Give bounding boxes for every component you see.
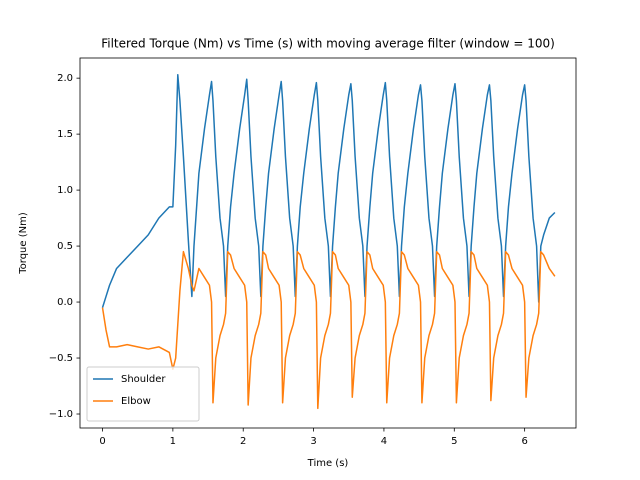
x-tick-label: 2 [240, 436, 246, 447]
x-tick-label: 6 [521, 436, 527, 447]
series-line [101, 250, 556, 410]
x-tick-label: 1 [170, 436, 176, 447]
y-tick-label: 0.0 [57, 297, 73, 308]
y-axis-label: Torque (Nm) [18, 212, 29, 275]
legend-box [86, 366, 200, 422]
y-tick-label: 2.0 [57, 73, 73, 84]
series-line [101, 74, 556, 308]
y-tick-label: −0.5 [49, 353, 73, 364]
chart-title: Filtered Torque (Nm) vs Time (s) with mo… [101, 37, 555, 51]
y-tick-label: 0.5 [57, 241, 73, 252]
x-tick-label: 0 [99, 436, 105, 447]
x-tick-label: 4 [381, 436, 387, 447]
x-tick-label: 3 [310, 436, 316, 447]
legend-label: Shoulder [121, 374, 166, 385]
x-axis-label: Time (s) [307, 458, 349, 469]
plot-frame [79, 57, 577, 429]
y-tick-label: 1.5 [57, 129, 73, 140]
y-tick-label: −1.0 [49, 409, 73, 420]
x-tick-label: 5 [451, 436, 457, 447]
y-tick-label: 1.0 [57, 185, 73, 196]
legend-label: Elbow [121, 396, 151, 407]
